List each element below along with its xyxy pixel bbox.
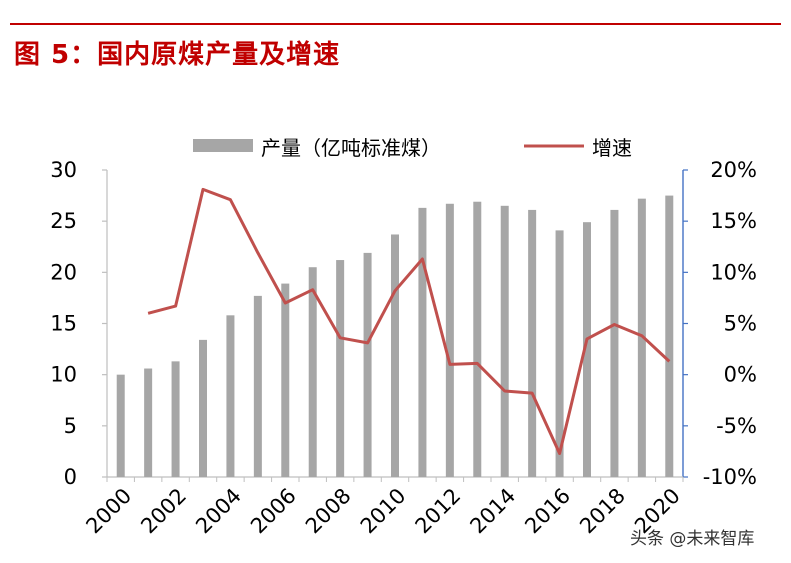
x-axis-tick-label: 2010 <box>356 484 411 539</box>
production-bar <box>281 283 290 477</box>
title-rule <box>10 23 781 25</box>
left-axis-tick-label: 0 <box>64 465 77 489</box>
left-axis-tick-label: 30 <box>50 158 77 182</box>
growth-line <box>147 187 671 455</box>
production-bar <box>418 207 427 477</box>
x-axis-tick-label: 2014 <box>465 484 520 539</box>
production-bar <box>226 315 235 477</box>
right-axis-tick-label: 15% <box>710 209 757 233</box>
production-bar <box>637 198 646 478</box>
right-axis-tick-label: 20% <box>710 158 757 182</box>
watermark: 头条 @未来智库 <box>630 524 754 549</box>
production-bar <box>253 295 262 477</box>
production-bar <box>336 260 345 477</box>
left-axis-tick-label: 5 <box>64 414 77 438</box>
legend-bar-swatch <box>193 139 253 152</box>
production-bar <box>528 209 537 477</box>
production-bar <box>610 209 619 477</box>
x-axis-tick-label: 2018 <box>575 484 630 539</box>
production-bar <box>555 230 564 477</box>
left-axis-tick-label: 25 <box>50 209 77 233</box>
production-bar <box>445 203 454 477</box>
production-bar <box>391 234 399 477</box>
production-bar <box>199 339 207 477</box>
production-bar <box>116 374 125 477</box>
right-axis-tick-label: -5% <box>716 414 757 438</box>
production-bar <box>363 252 372 477</box>
production-bar <box>500 205 509 478</box>
x-axis-tick-label: 2002 <box>136 484 191 539</box>
legend-bar-label: 产量（亿吨标准煤） <box>261 136 441 160</box>
production-bar <box>583 222 591 477</box>
right-axis-tick-label: 10% <box>710 260 757 284</box>
production-bar <box>171 361 180 477</box>
left-axis-tick-label: 15 <box>50 312 77 336</box>
left-axis-tick-label: 20 <box>50 260 77 284</box>
x-axis-tick-label: 2000 <box>81 484 136 539</box>
production-bar <box>665 195 674 478</box>
x-axis-tick-label: 2012 <box>411 484 466 539</box>
left-axis-tick-label: 10 <box>50 363 77 387</box>
x-axis-tick-label: 2016 <box>520 484 575 539</box>
production-bar <box>308 267 317 477</box>
right-axis-tick-label: 5% <box>724 312 757 336</box>
x-axis-tick-label: 2004 <box>191 484 246 539</box>
production-bar <box>144 368 153 477</box>
right-axis-tick-label: 0% <box>724 363 757 387</box>
x-axis-tick-label: 2008 <box>301 484 356 539</box>
x-axis-tick-label: 2006 <box>246 484 301 539</box>
watermark-text: 头条 @未来智库 <box>630 529 755 549</box>
right-axis-tick-label: -10% <box>703 465 757 489</box>
production-bar <box>473 201 482 477</box>
figure-title: 图 5：国内原煤产量及增速 <box>14 40 341 70</box>
legend-line-label: 增速 <box>592 136 632 160</box>
